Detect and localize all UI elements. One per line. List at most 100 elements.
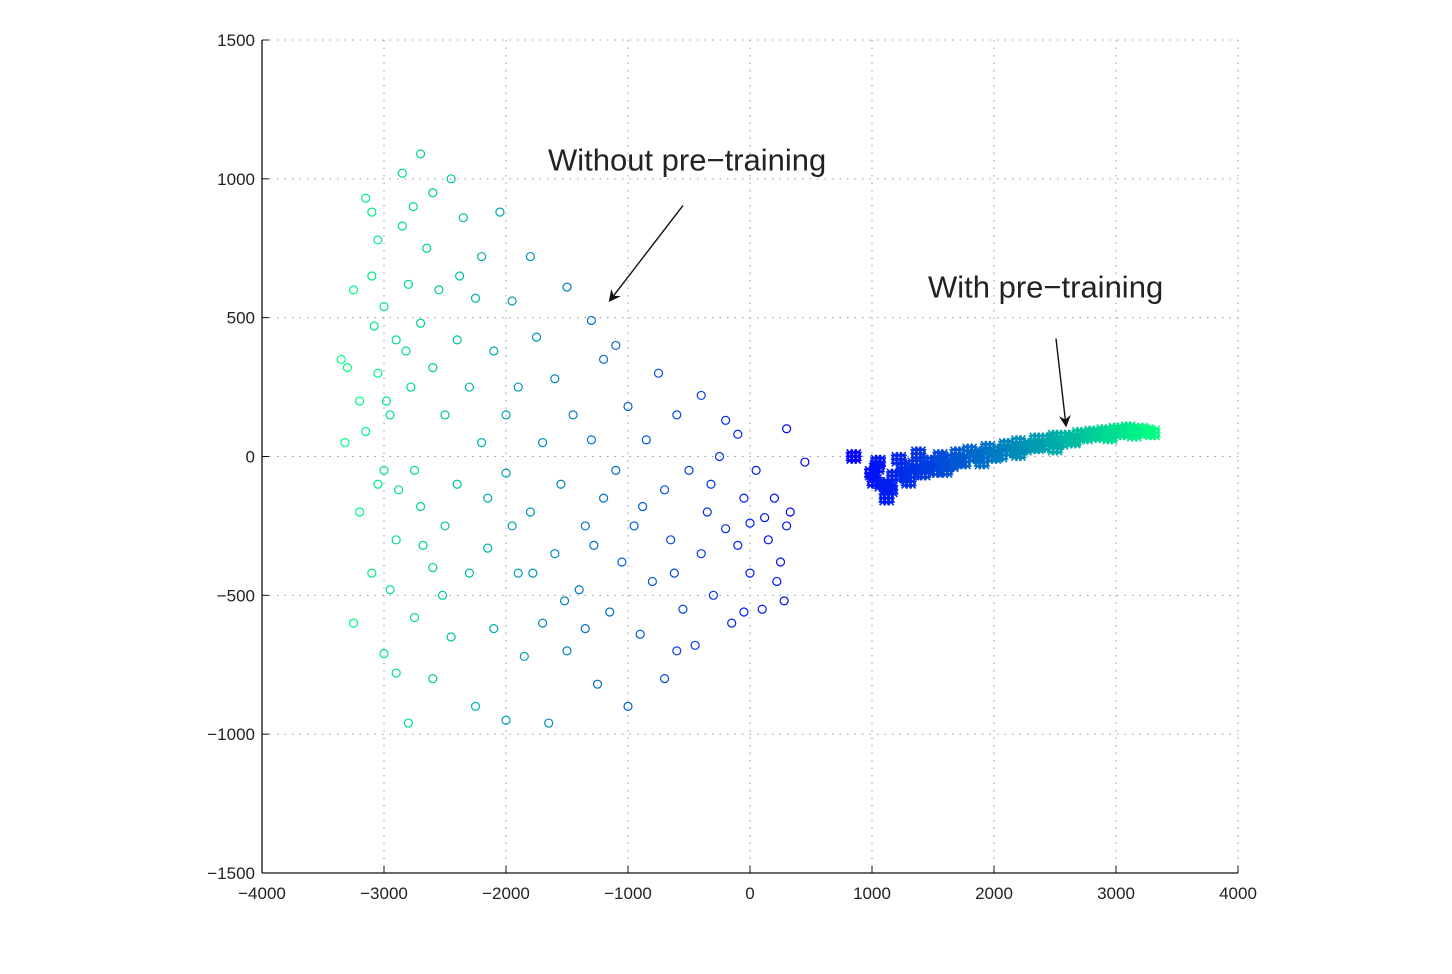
data-point-circle [348, 618, 359, 628]
data-point-circle [391, 668, 401, 678]
data-point-circle [772, 576, 782, 587]
data-point-circle [397, 221, 407, 231]
data-point-circle [684, 465, 694, 475]
data-point-circle [373, 479, 383, 489]
data-point-circle [477, 251, 487, 262]
data-point-circle [638, 501, 648, 512]
data-point-circle [562, 282, 572, 292]
data-point-circle [580, 624, 590, 634]
data-point-circle [428, 363, 438, 373]
data-point-circle [446, 174, 456, 184]
data-point-circle [702, 507, 712, 517]
data-point-star [1010, 446, 1027, 462]
data-point-circle [342, 363, 352, 373]
data-point-circle [696, 549, 706, 559]
x-tick-label: −3000 [360, 884, 408, 903]
x-tick-label: −1000 [604, 884, 652, 903]
data-point-circle [537, 438, 548, 448]
data-point-circle [525, 507, 536, 517]
data-point-circle [586, 315, 597, 326]
data-point-circle [373, 368, 383, 378]
data-point-star [1028, 439, 1045, 455]
data-point-circle [336, 354, 346, 364]
data-point-circle [544, 718, 554, 728]
data-point-circle [611, 340, 621, 351]
data-point-circle [690, 640, 700, 650]
data-point-circle [623, 701, 633, 712]
data-point-circle [381, 396, 392, 406]
data-point-circle [635, 629, 645, 639]
data-point-circle [659, 485, 670, 495]
data-point-circle [592, 679, 603, 689]
data-point-star [937, 462, 954, 478]
data-point-circle [428, 562, 438, 573]
data-point-star [904, 465, 921, 481]
data-point-circle [403, 279, 413, 289]
data-point-circle [733, 429, 743, 439]
data-point-circle [455, 271, 465, 281]
data-point-circle [672, 646, 682, 656]
data-point-circle [385, 410, 395, 420]
data-point-circle [562, 646, 572, 656]
y-tick-label: −1500 [207, 864, 255, 883]
data-point-circle [489, 346, 499, 356]
data-point-circle [355, 396, 365, 406]
data-point-circle [470, 293, 481, 303]
data-point-star [845, 448, 862, 465]
data-point-circle [629, 521, 639, 531]
data-point-circle [513, 568, 523, 578]
data-point-circle [727, 618, 737, 628]
data-point-circle [452, 335, 462, 345]
data-point-circle [720, 524, 731, 534]
data-point-circle [367, 271, 377, 281]
data-point-star [1126, 426, 1143, 442]
data-point-circle [769, 493, 780, 503]
data-point-star [868, 460, 885, 476]
x-tick-label: 4000 [1219, 884, 1257, 903]
data-point-circle [659, 674, 670, 684]
data-point-circle [403, 718, 413, 728]
data-point-circle [418, 540, 428, 550]
axes: −4000 −3000 −2000 −1000 0 1000 2000 3000 4000 −15… [207, 31, 1257, 903]
data-point-circle [483, 543, 493, 553]
data-point-circle [495, 207, 505, 217]
data-point-circle [507, 521, 517, 531]
data-point-circle [781, 424, 792, 434]
data-point-circle [483, 493, 493, 503]
data-point-circle [379, 649, 389, 659]
y-tick-label: 500 [227, 309, 255, 328]
data-point-circle [470, 701, 481, 712]
annotation-arrow-without [608, 205, 684, 303]
data-point-circle [367, 568, 377, 578]
data-point-circle [708, 590, 719, 600]
data-point-star [918, 460, 935, 476]
data-point-circle [464, 568, 474, 578]
data-point-circle [586, 435, 597, 445]
data-point-circle [623, 401, 633, 412]
data-point-circle [401, 346, 411, 356]
data-point-star [1065, 433, 1082, 449]
data-point-circle [531, 332, 542, 342]
data-point-circle [611, 465, 621, 475]
data-point-circle [580, 521, 590, 531]
data-point-circle [647, 576, 658, 587]
data-point-circle [513, 382, 523, 392]
annotations: Without pre−training With pre−training [548, 143, 1163, 428]
data-point-circle [696, 390, 706, 401]
data-point-circle [739, 607, 749, 617]
data-point-circle [550, 374, 560, 384]
data-point-circle [760, 512, 770, 523]
data-point-circle [437, 590, 448, 600]
y-tick-label: −500 [217, 586, 255, 605]
data-point-circle [720, 415, 731, 426]
data-point-circle [428, 188, 438, 198]
data-point-circle [406, 382, 416, 392]
data-point-circle [751, 465, 761, 475]
data-point-circle [669, 568, 679, 578]
data-point-circle [775, 557, 786, 567]
data-point-circle [440, 521, 450, 531]
data-point-circle [568, 410, 578, 420]
data-point-circle [617, 557, 627, 567]
y-tick-label: 1500 [217, 31, 255, 50]
data-point-circle [785, 507, 795, 517]
